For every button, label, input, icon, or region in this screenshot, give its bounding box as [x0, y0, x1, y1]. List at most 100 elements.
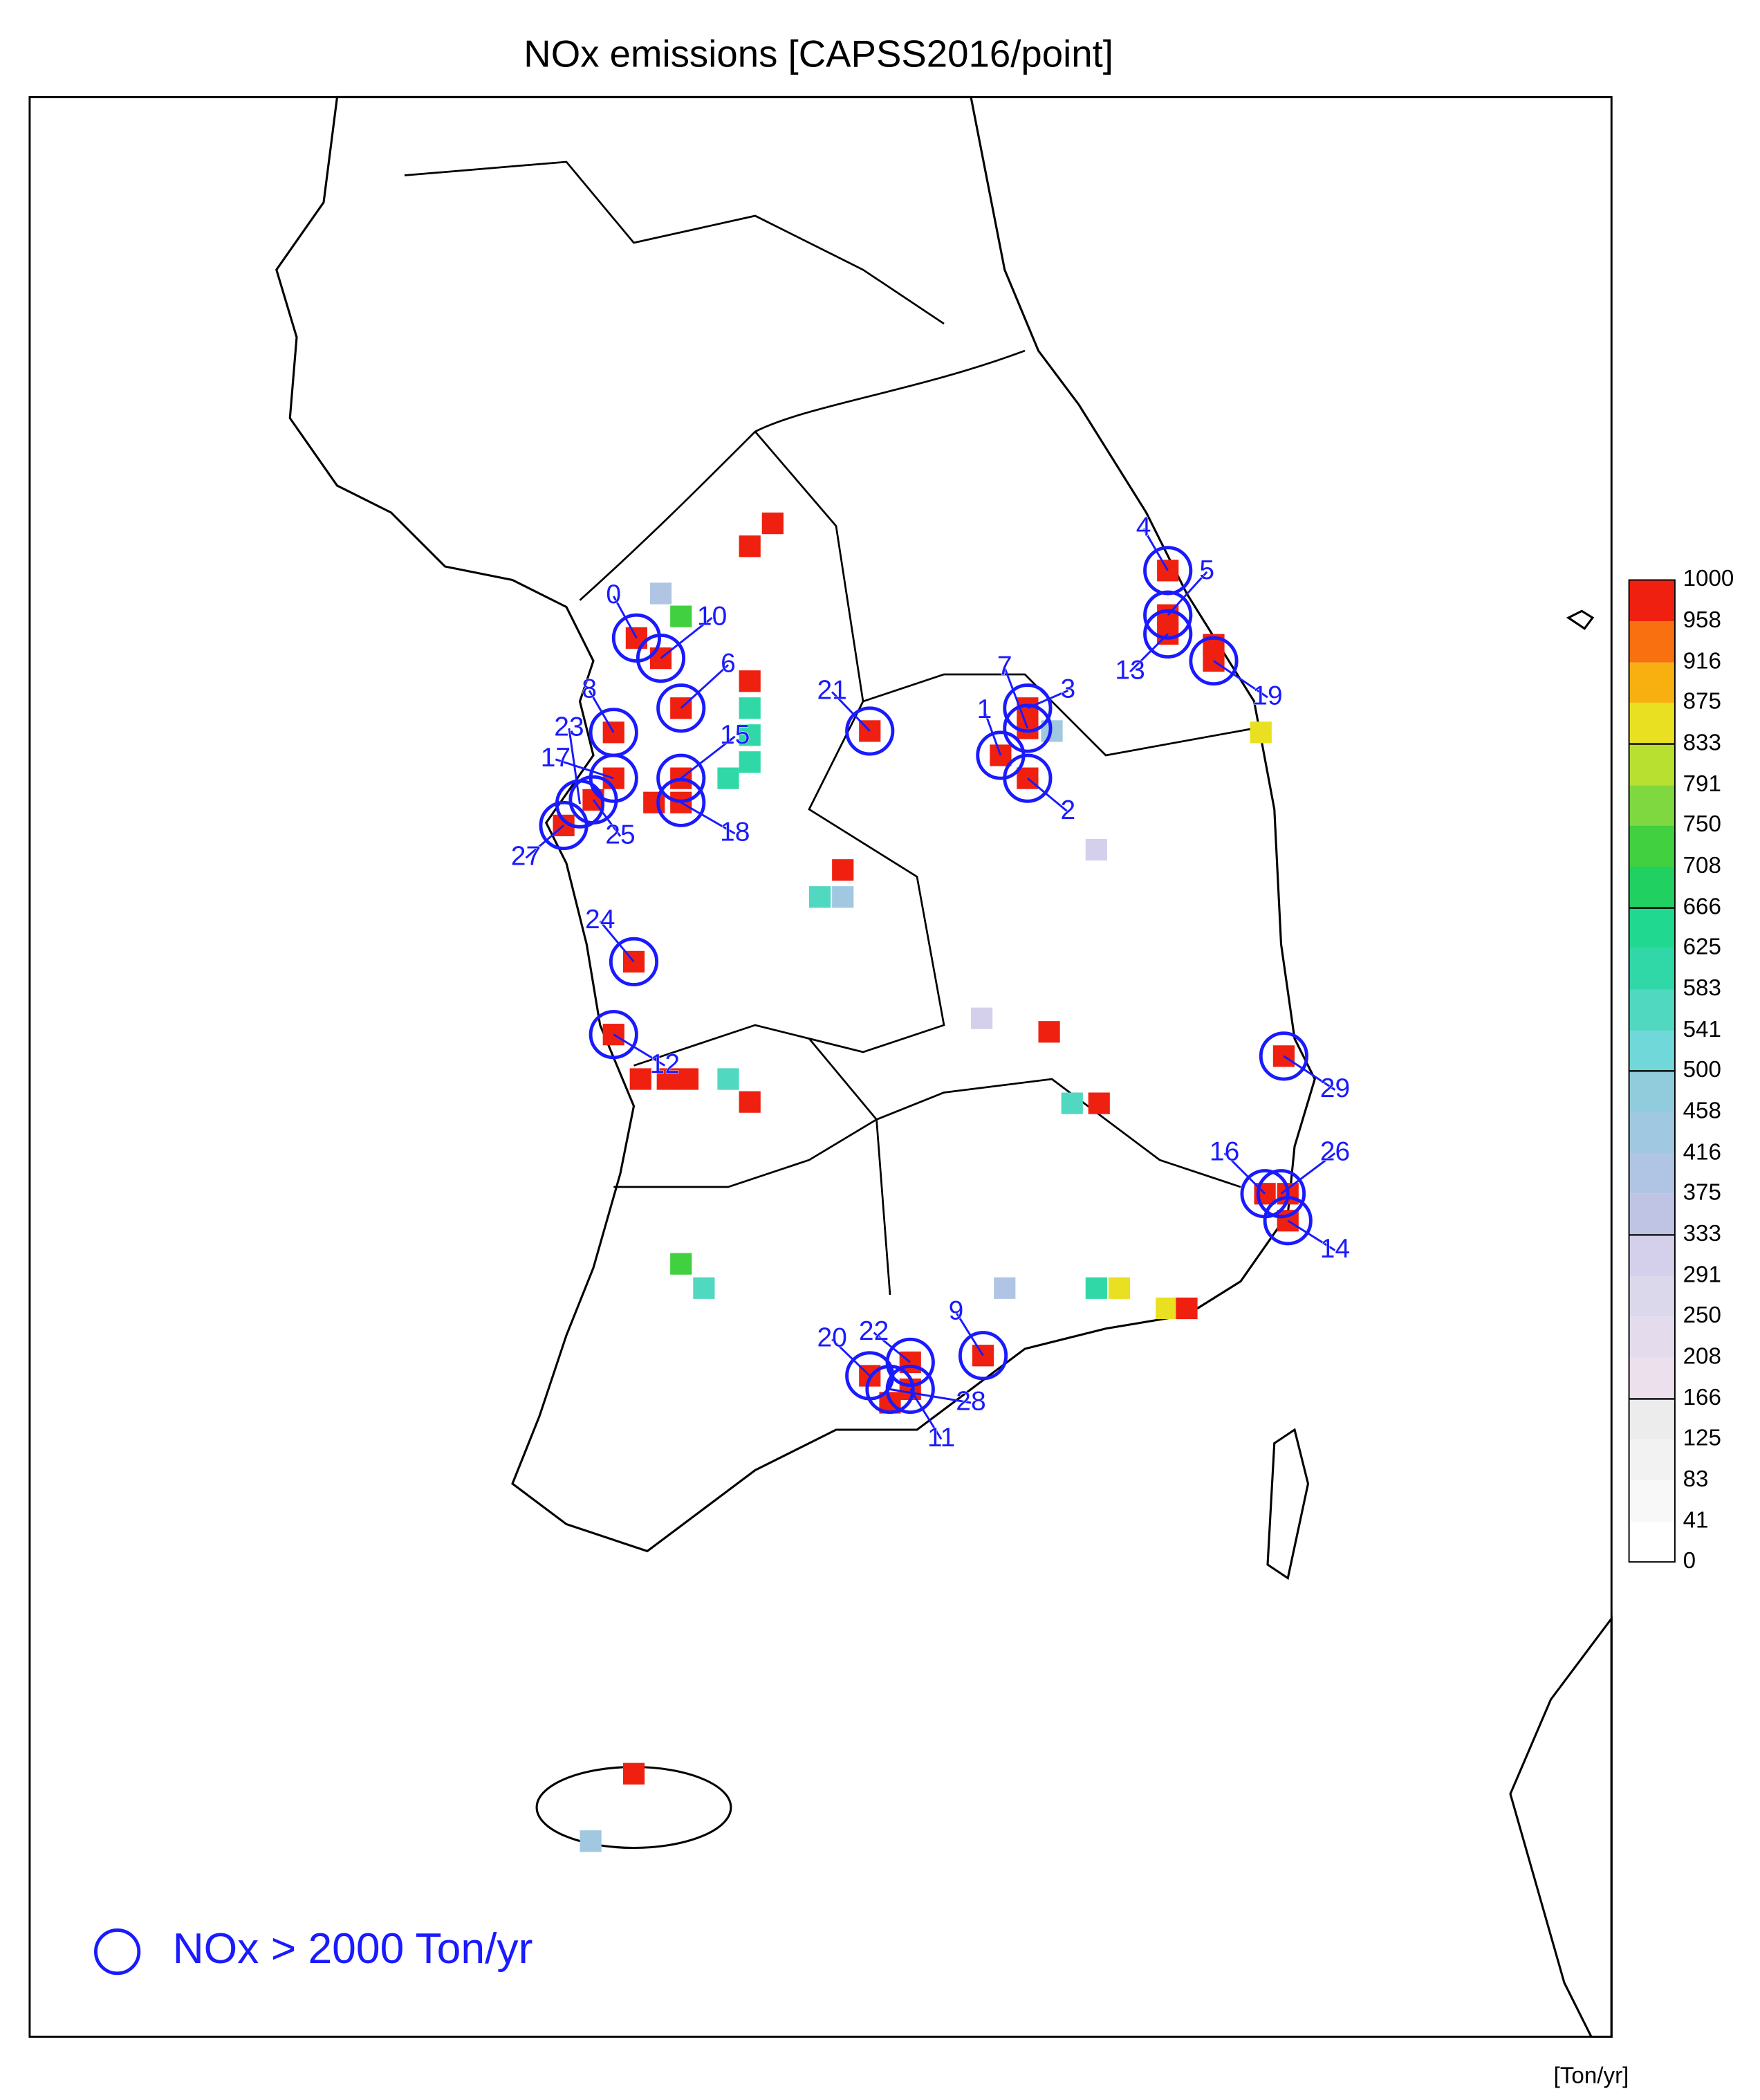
map-frame [28, 95, 1613, 2038]
site-label: 0 [606, 580, 621, 609]
colorbar-segment [1629, 825, 1675, 867]
colorbar-tick-label: 375 [1683, 1180, 1721, 1206]
colorbar-segment [1629, 1316, 1675, 1358]
border [404, 160, 945, 325]
unit-label: [Ton/yr] [1554, 2063, 1629, 2089]
colorbar-tick-label: 208 [1683, 1344, 1721, 1370]
site-circle [568, 775, 618, 825]
site-label: 17 [541, 743, 571, 773]
colorbar-tick-label: 291 [1683, 1262, 1721, 1288]
colorbar-segment [1629, 1521, 1675, 1563]
emission-cell [1085, 1277, 1107, 1299]
site-label: 14 [1320, 1234, 1350, 1264]
emission-cell [739, 670, 761, 692]
island [1566, 609, 1595, 630]
emission-cell [1061, 1092, 1083, 1114]
site-leader [1167, 571, 1208, 616]
site-leader [568, 728, 581, 804]
emission-cell [739, 535, 761, 558]
site-leader [831, 691, 871, 732]
emission-cell [717, 1068, 739, 1090]
site-label: 7 [997, 652, 1012, 681]
colorbar-tick-label: 250 [1683, 1302, 1721, 1328]
colorbar-tick-label: 41 [1683, 1508, 1709, 1533]
site-circle [656, 753, 706, 803]
site-leader [612, 596, 638, 639]
emission-cell [693, 1277, 715, 1299]
site-leader [680, 801, 736, 835]
colorbar-tick-label: 625 [1683, 934, 1721, 960]
colorbar-segment [1629, 1153, 1675, 1194]
site-label: 29 [1320, 1074, 1350, 1103]
site-circle [845, 706, 895, 756]
colorbar-segment [1629, 785, 1675, 826]
emission-cell [1085, 838, 1107, 861]
colorbar-tick-label: 708 [1683, 853, 1721, 878]
emission-cell [739, 1091, 761, 1113]
site-label: 11 [927, 1423, 956, 1453]
site-circle [1240, 1169, 1290, 1219]
site-circle [1003, 683, 1053, 733]
emission-cell [717, 767, 739, 789]
colorbar-segment [1629, 1275, 1675, 1317]
site-leader [592, 799, 622, 837]
emission-cell [1250, 721, 1272, 744]
site-label: 24 [585, 905, 615, 934]
site-label: 5 [1199, 555, 1214, 585]
site-circle [1143, 590, 1193, 640]
border [862, 673, 1254, 757]
colorbar-segment [1629, 908, 1675, 948]
site-leader [680, 735, 736, 780]
colorbar-segment [1629, 662, 1675, 703]
site-leader [889, 1388, 972, 1404]
emission-cell [643, 791, 665, 813]
site-circle [589, 1010, 638, 1060]
site-label: 1 [977, 694, 992, 724]
emission-cell [739, 724, 761, 746]
emission-cell [649, 582, 672, 605]
site-leader [1129, 633, 1169, 673]
site-circle [609, 937, 659, 986]
colorbar-segment [1629, 989, 1675, 1031]
legend-label: NOx > 2000 Ton/yr [173, 1925, 533, 1973]
site-leader [525, 825, 565, 859]
site-circle [539, 800, 589, 850]
emission-cell [1176, 1297, 1198, 1320]
site-leader [955, 1311, 984, 1356]
colorbar-tick-label: 500 [1683, 1057, 1721, 1083]
site-label: 27 [511, 841, 541, 871]
site-circle [865, 1364, 915, 1415]
site-label: 13 [1115, 655, 1145, 685]
emission-cell [1108, 1277, 1131, 1299]
emission-cell [629, 1068, 651, 1090]
colorbar-tick-label: 875 [1683, 689, 1721, 715]
colorbar-tick-label: 791 [1683, 771, 1721, 797]
site-circle [1189, 636, 1239, 686]
site-leader [613, 1033, 666, 1067]
legend-symbol [94, 1928, 141, 1975]
site-circle [1256, 1169, 1306, 1219]
emission-cell [1156, 1297, 1178, 1320]
site-label: 20 [817, 1323, 846, 1353]
site-leader [599, 920, 635, 963]
site-leader [680, 664, 729, 709]
site-label: 9 [949, 1296, 964, 1326]
site-label: 12 [650, 1049, 680, 1079]
colorbar-tick-label: 83 [1683, 1466, 1709, 1492]
site-circle [1143, 609, 1193, 659]
colorbar-segment [1629, 1112, 1675, 1154]
emission-cell [832, 886, 854, 908]
site-label: 28 [956, 1386, 985, 1416]
site-leader [1213, 660, 1268, 699]
colorbar-tick-label: 916 [1683, 648, 1721, 674]
emission-cell [809, 886, 831, 908]
emission-cell [602, 721, 624, 744]
site-circle [1259, 1031, 1308, 1081]
emission-cell [1088, 1092, 1110, 1114]
colorbar-segment [1629, 621, 1675, 663]
site-label: 16 [1210, 1137, 1239, 1167]
colorbar-tick-label: 458 [1683, 1098, 1721, 1124]
colorbar-tick-label: 125 [1683, 1425, 1721, 1450]
colorbar-tick-label: 750 [1683, 811, 1721, 837]
